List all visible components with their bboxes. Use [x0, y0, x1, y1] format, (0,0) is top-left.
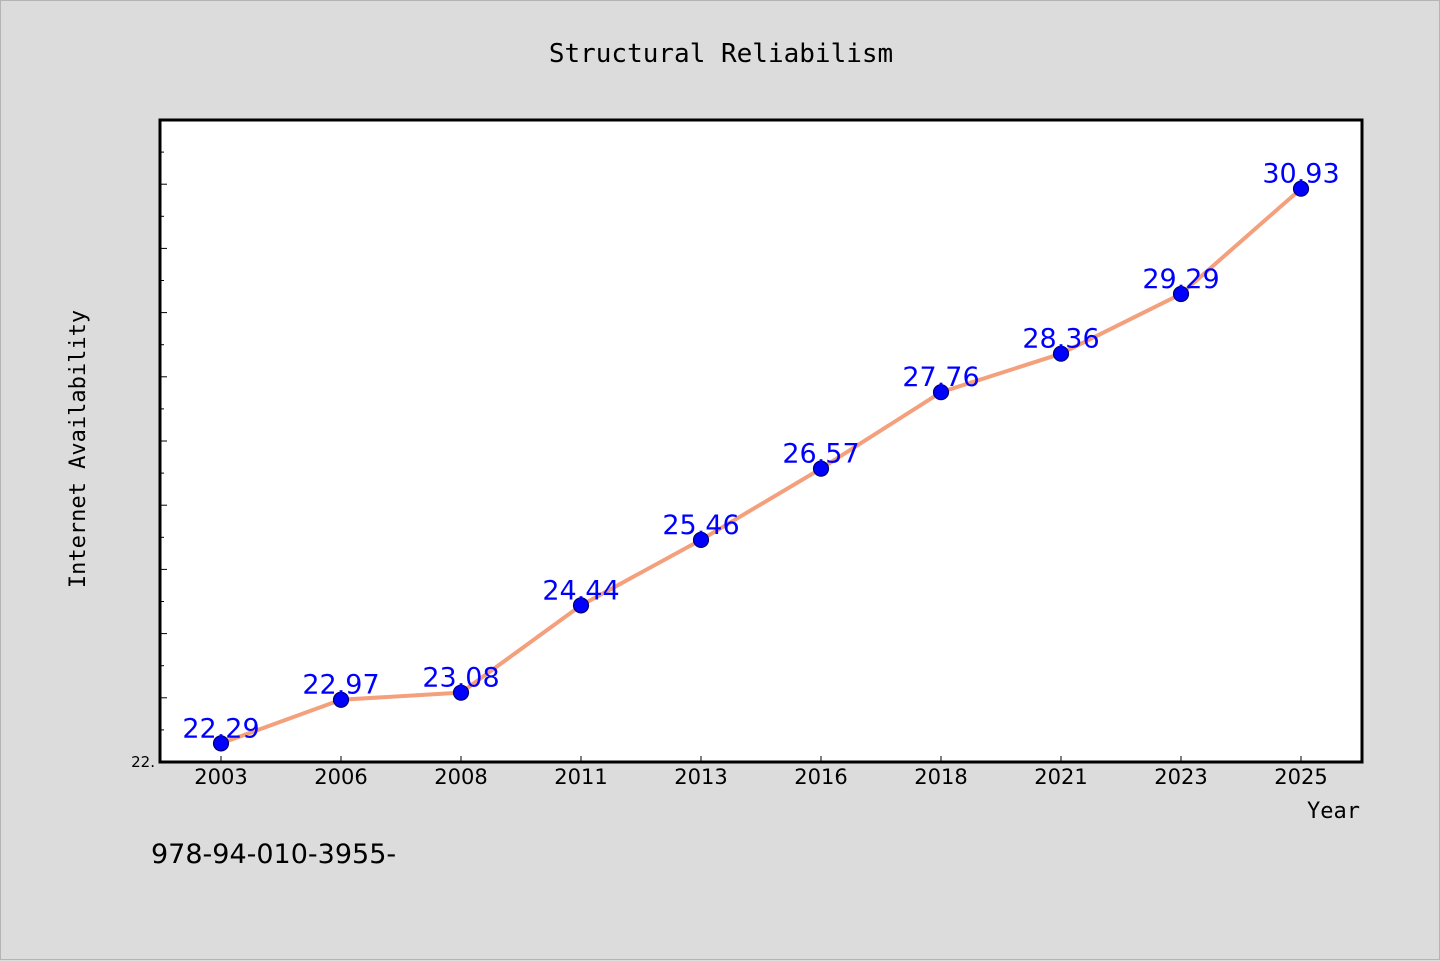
x-axis-tick-label: 2018 [914, 765, 967, 789]
x-axis-tick-label: 2008 [434, 765, 487, 789]
x-axis-tick-label: 2023 [1154, 765, 1207, 789]
data-point-marker [1172, 285, 1190, 303]
x-axis-label: Year [1307, 799, 1360, 824]
data-label: 22.97 [302, 670, 379, 701]
x-axis-tick-label: 2025 [1274, 765, 1327, 789]
footer-text: 978-94-010-3955- [151, 839, 396, 870]
plot-area [158, 118, 1364, 764]
data-point-marker [572, 597, 590, 614]
data-label: 27.76 [902, 362, 979, 393]
x-axis-ticks [220, 756, 1302, 762]
series-data-labels-group: 22.29 22.97 23.08 24.44 25.46 26.57 27.76 28.36… [182, 159, 1339, 745]
data-label: 28.36 [1022, 324, 1099, 355]
y-axis-label: Internet Availability [66, 310, 91, 588]
data-label: 29.29 [1142, 264, 1219, 295]
data-point-marker [1292, 180, 1310, 197]
data-point-marker [332, 691, 350, 708]
x-axis-tick-label: 2011 [554, 765, 607, 789]
series-line [219, 186, 1303, 746]
data-point-marker [1052, 345, 1070, 362]
x-axis-tick-label: 2003 [194, 765, 247, 789]
chart-title: Structural Reliabilism [549, 39, 893, 69]
data-point-marker [932, 384, 950, 401]
x-axis-tick-label: 2016 [794, 765, 847, 789]
data-label: 24.44 [542, 575, 619, 606]
series-markers-group [212, 180, 1310, 752]
data-point-marker [452, 684, 470, 701]
data-label: 26.57 [782, 439, 859, 470]
data-point-marker [692, 531, 710, 548]
x-axis-tick-label: 2013 [674, 765, 727, 789]
data-label: 25.46 [662, 510, 739, 541]
series-line-group [219, 186, 1303, 746]
y-axis-ticks [160, 119, 167, 763]
data-label: 30.93 [1262, 159, 1339, 190]
data-label: 23.08 [422, 663, 499, 694]
data-point-marker [212, 735, 230, 752]
x-axis-tick-label: 2021 [1034, 765, 1087, 789]
x-axis-tick-label: 2006 [314, 765, 367, 789]
y-axis-tick-label: 22. [131, 753, 155, 771]
data-point-marker [812, 460, 830, 477]
x-axis-tick-labels: 2003 2006 2008 2011 2013 2016 2018 2021 2023 2025 [194, 765, 1327, 789]
data-label: 22.29 [182, 713, 259, 744]
